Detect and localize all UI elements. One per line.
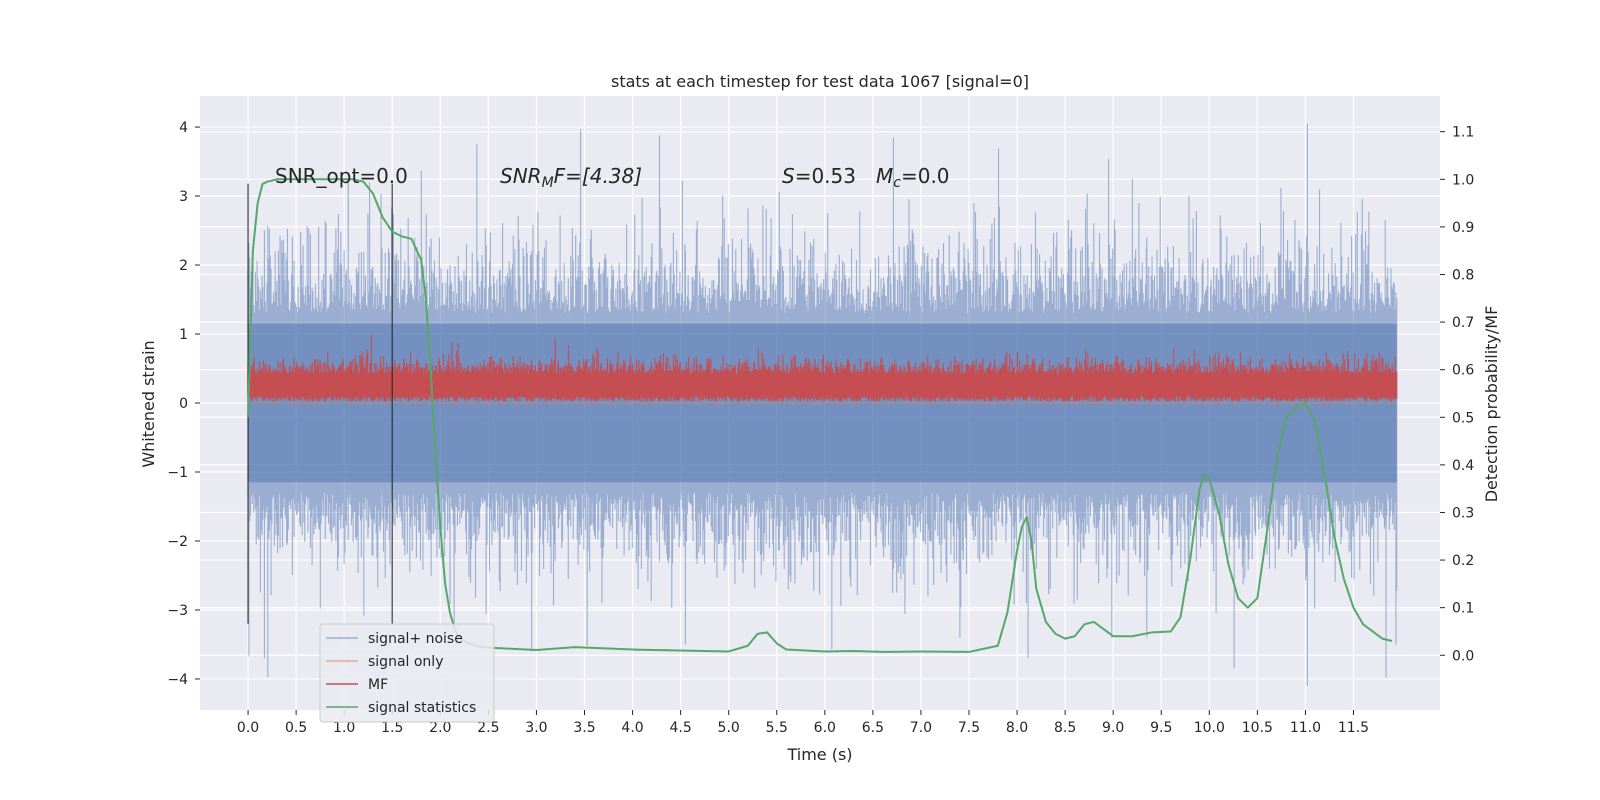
annotation-snr-mf: SNRMF=[4.38] — [500, 164, 642, 191]
annotation-snr-opt: SNR_opt=0.0 — [275, 164, 408, 188]
y-tick-label: 0 — [179, 396, 188, 412]
x-tick-label: 8.0 — [1006, 720, 1028, 736]
annotation-snr-mf-label: SNR — [500, 164, 542, 188]
y2-tick-label: 1.0 — [1452, 172, 1474, 188]
y-tick-label: 1 — [179, 327, 188, 343]
x-tick-label: 9.5 — [1150, 720, 1172, 736]
y-tick-label: 2 — [179, 258, 188, 274]
y2-tick-label: 1.1 — [1452, 125, 1474, 141]
y-tick-label: 3 — [179, 189, 188, 205]
x-tick-label: 0.5 — [285, 720, 307, 736]
legend: signal+ noise signal only MF signal stat… — [319, 623, 495, 723]
legend-label-signal-only: signal only — [368, 654, 443, 670]
y-tick-label: −2 — [167, 534, 188, 550]
x-tick-label: 2.0 — [429, 720, 451, 736]
x-tick-label: 11.0 — [1290, 720, 1321, 736]
y2-tick-label: 0.2 — [1452, 553, 1474, 569]
y-tick-label: 4 — [179, 120, 188, 136]
y2-tick-label: 0.8 — [1452, 267, 1474, 283]
x-tick-label: 3.0 — [525, 720, 547, 736]
x-tick-label: 10.0 — [1194, 720, 1225, 736]
y-tick-label: −3 — [167, 603, 188, 619]
annotation-snr-mf-f: F=[4.38] — [554, 164, 642, 188]
x-axis-label: Time (s) — [786, 745, 852, 764]
axes: 0.0 0.5 1.0 1.5 2.0 2.5 3.0 3.5 4.0 4.5 5.0 5.5 6.0 6… — [167, 120, 1474, 736]
x-tick-label: 1.0 — [333, 720, 355, 736]
annotation-s-label: S — [782, 164, 795, 188]
y-tick-label: −4 — [167, 672, 188, 688]
x-tick-label: 7.5 — [958, 720, 980, 736]
annotation-s: S=0.53 — [782, 164, 856, 188]
x-tick-label: 2.5 — [477, 720, 499, 736]
legend-label-signal-noise: signal+ noise — [368, 631, 463, 647]
y-tick-label: −1 — [167, 465, 188, 481]
x-tick-label: 5.5 — [766, 720, 788, 736]
y2-tick-label: 0.1 — [1452, 601, 1474, 617]
y2-axis-label: Detection probability/MF — [1482, 306, 1501, 503]
x-tick-label: 9.0 — [1102, 720, 1124, 736]
x-tick-label: 1.5 — [381, 720, 403, 736]
annotation-mc-value: =0.0 — [901, 164, 950, 188]
y2-tick-label: 0.5 — [1452, 410, 1474, 426]
data-series — [247, 123, 1398, 686]
y2-tick-label: 0.9 — [1452, 220, 1474, 236]
y2-tick-label: 0.0 — [1452, 648, 1474, 664]
annotation-snr-mf-sub: M — [542, 175, 554, 191]
x-tick-label: 10.5 — [1242, 720, 1273, 736]
annotation-s-value: =0.53 — [795, 164, 856, 188]
x-tick-label: 7.0 — [910, 720, 932, 736]
x-tick-label: 4.0 — [621, 720, 643, 736]
y2-tick-label: 0.3 — [1452, 505, 1474, 521]
legend-label-signal-statistics: signal statistics — [368, 700, 476, 716]
annotation-mc-sub: c — [893, 175, 901, 191]
y2-tick-label: 0.4 — [1452, 458, 1474, 474]
x-tick-label: 3.5 — [573, 720, 595, 736]
x-tick-label: 5.0 — [718, 720, 740, 736]
y2-tick-label: 0.7 — [1452, 315, 1474, 331]
x-tick-label: 6.0 — [814, 720, 836, 736]
x-tick-label: 11.5 — [1338, 720, 1369, 736]
y2-tick-label: 0.6 — [1452, 363, 1474, 379]
legend-box — [319, 623, 495, 723]
legend-label-mf: MF — [368, 677, 388, 693]
series-signal-statistics — [247, 178, 1393, 653]
chart-title: stats at each timestep for test data 106… — [611, 72, 1029, 91]
x-tick-label: 6.5 — [862, 720, 884, 736]
x-tick-label: 4.5 — [669, 720, 691, 736]
annotation-mc-label: M — [876, 164, 893, 188]
annotation-mc: Mc=0.0 — [876, 164, 950, 191]
x-tick-label: 0.0 — [237, 720, 259, 736]
y-axis-label: Whitened strain — [139, 340, 158, 467]
x-tick-label: 8.5 — [1054, 720, 1076, 736]
